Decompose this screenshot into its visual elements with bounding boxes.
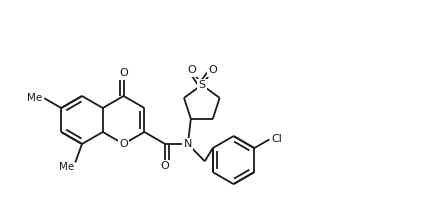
Text: O: O — [119, 68, 128, 78]
Text: O: O — [209, 65, 217, 75]
Text: N: N — [184, 139, 192, 149]
Text: S: S — [198, 80, 206, 90]
Text: O: O — [161, 161, 169, 171]
Text: O: O — [119, 139, 128, 149]
Text: O: O — [187, 65, 197, 75]
Text: Me: Me — [59, 163, 74, 172]
Text: Cl: Cl — [271, 134, 282, 145]
Text: Me: Me — [27, 93, 42, 103]
